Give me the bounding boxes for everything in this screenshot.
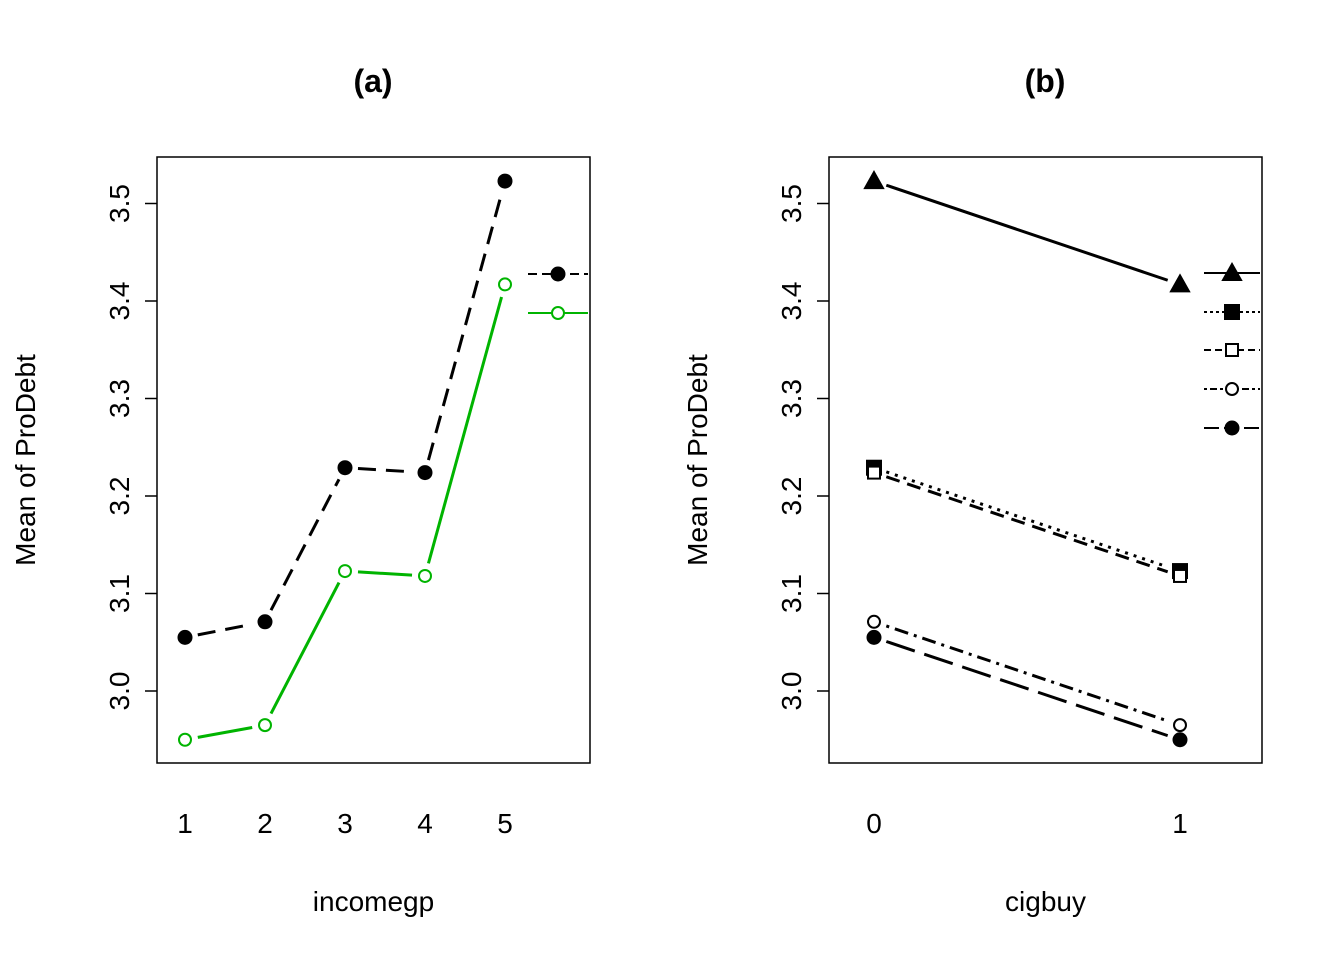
series-line-segment [357, 570, 413, 577]
series-line-segment [426, 296, 504, 564]
chart-title: (a) [353, 63, 392, 99]
y-tick-label: 3.5 [776, 184, 807, 223]
data-point [258, 718, 272, 733]
data-point [1169, 273, 1191, 293]
series-line-segment [269, 581, 341, 715]
y-axis-label: Mean of ProDebt [10, 354, 41, 566]
chart-title: (b) [1025, 63, 1066, 99]
y-tick-label: 3.1 [104, 574, 135, 613]
series-line-segment [885, 475, 1169, 574]
series-line-segment [197, 622, 253, 637]
data-point [337, 460, 353, 476]
y-tick-label: 3.3 [104, 379, 135, 418]
legend-marker [1225, 382, 1239, 396]
series-line-segment [885, 183, 1169, 282]
panel-b: (b) 3.0 3.1 3.2 3.3 3.4 3.5 Mean of ProDebt 0 1 ci… [682, 63, 1263, 917]
series-line-segment [885, 470, 1169, 569]
x-tick-label: 3 [337, 808, 353, 839]
y-axis-label: Mean of ProDebt [682, 354, 713, 566]
data-point [1172, 732, 1188, 748]
plot-frame [828, 156, 1263, 764]
series-line-segment [269, 478, 341, 611]
data-point [498, 277, 512, 292]
y-tick-label: 3.0 [104, 672, 135, 711]
data-point [338, 564, 352, 579]
y-tick-label: 3.2 [104, 477, 135, 516]
data-point [178, 732, 192, 747]
x-axis-label: incomegp [313, 886, 434, 917]
x-tick-label: 5 [497, 808, 513, 839]
series-line-segment [426, 193, 504, 461]
data-point [418, 568, 432, 583]
panel-a: (a) 3.0 3.1 3.2 3.3 3.4 3.5 Mean of ProDebt 1 2 3 4… [10, 63, 591, 917]
y-tick-label: 3.4 [104, 282, 135, 321]
y-tick-label: 3.2 [776, 477, 807, 516]
series-line-segment [357, 467, 413, 474]
data-point [177, 629, 193, 645]
data-point [1173, 718, 1187, 733]
series-line-segment [885, 640, 1169, 738]
data-point [863, 170, 885, 190]
y-tick-label: 3.4 [776, 282, 807, 321]
x-tick-label: 0 [866, 808, 882, 839]
data-point [497, 173, 513, 189]
x-axis-label: cigbuy [1005, 886, 1086, 917]
y-tick-label: 3.3 [776, 379, 807, 418]
legend-marker [550, 266, 566, 282]
legend-marker [1224, 420, 1240, 436]
series-line-segment [197, 725, 253, 739]
x-tick-label: 1 [1172, 808, 1188, 839]
y-tick-label: 3.5 [104, 184, 135, 223]
data-point [1173, 568, 1187, 583]
data-point [866, 629, 882, 645]
data-point [867, 465, 881, 480]
legend-marker [551, 306, 565, 320]
legend-marker [1224, 304, 1240, 320]
legend-marker [1225, 343, 1239, 357]
plot-frame [156, 156, 591, 764]
y-tick-label: 3.0 [776, 672, 807, 711]
data-point [867, 614, 881, 629]
x-tick-label: 4 [417, 808, 433, 839]
data-point [417, 465, 433, 481]
x-tick-label: 1 [177, 808, 193, 839]
legend-marker [1221, 261, 1243, 281]
x-tick-label: 2 [257, 808, 273, 839]
series-line-segment [885, 624, 1169, 723]
data-point [257, 614, 273, 630]
y-tick-label: 3.1 [776, 574, 807, 613]
